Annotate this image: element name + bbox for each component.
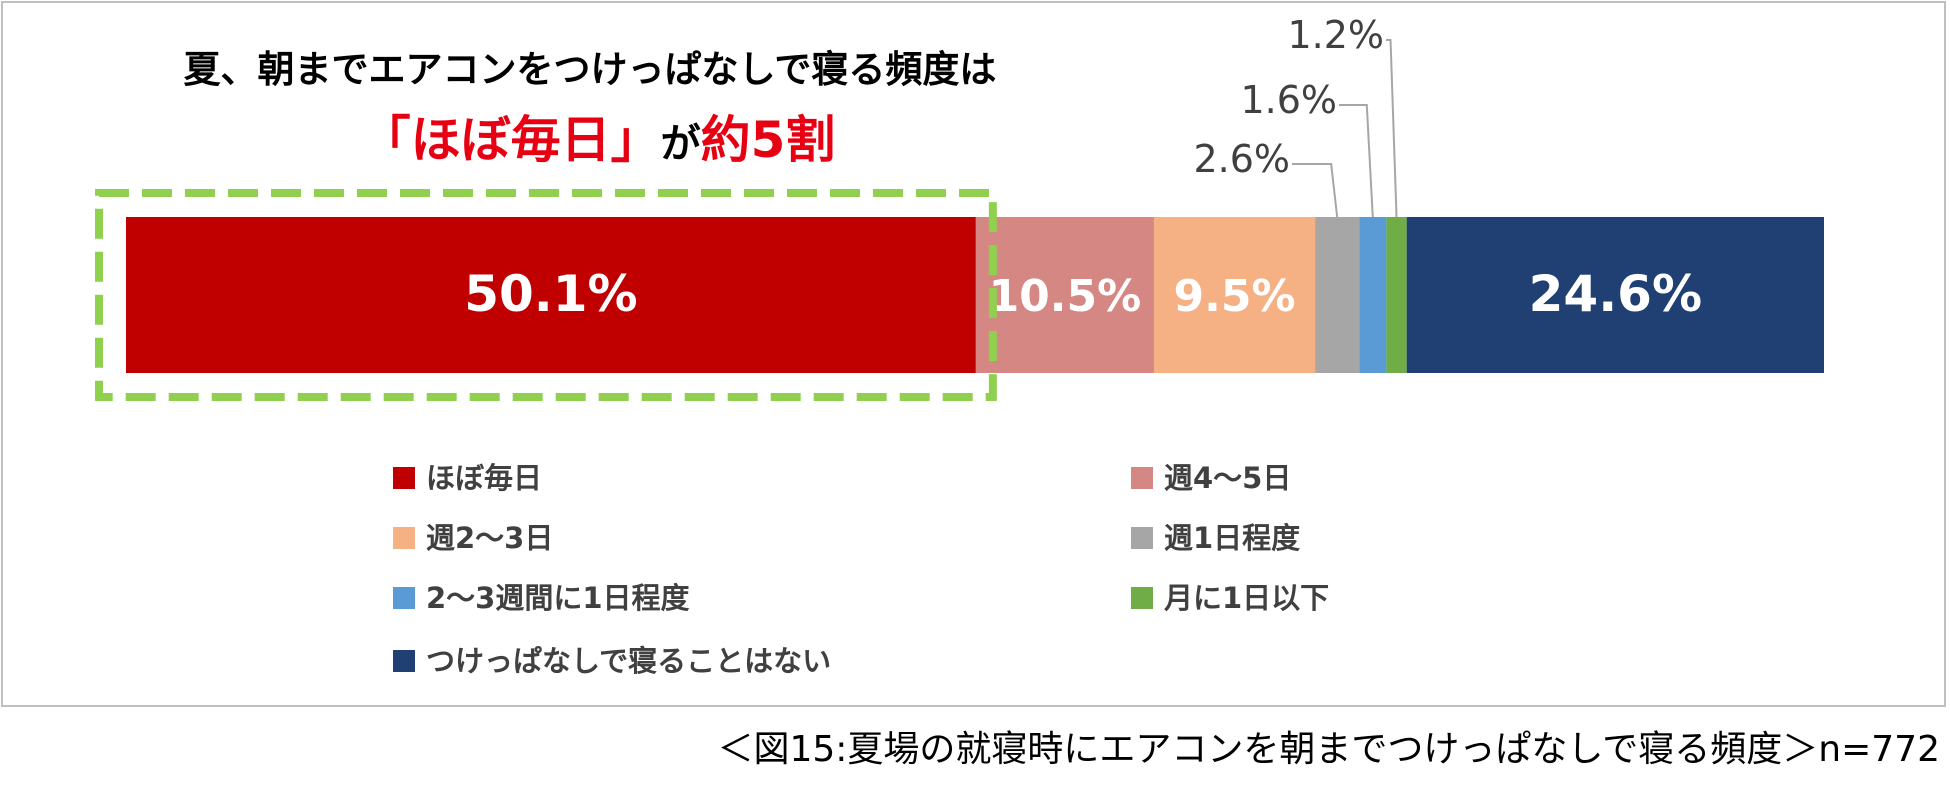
data-label-6: 1.2% — [1287, 13, 1384, 57]
headline-line1: 夏、朝までエアコンをつけっぱなしで寝る頻度は — [184, 48, 997, 91]
bar-segment-4 — [1315, 217, 1360, 373]
legend-swatch-4 — [1131, 527, 1153, 549]
legend-swatch-1 — [393, 467, 415, 489]
data-label-2: 10.5% — [989, 271, 1142, 322]
headline-line2: 「ほぼ毎日」が約5割 — [361, 111, 836, 169]
bar-segment-5 — [1359, 217, 1387, 373]
leader-line-4 — [1292, 163, 1339, 218]
bar-segment-1 — [126, 217, 976, 373]
legend-swatch-2 — [1131, 467, 1153, 489]
bar-segment-2 — [975, 217, 1154, 373]
legend-label-7: つけっぱなしで寝ることはない — [426, 644, 831, 678]
external-labels: 2.6% 1.6% 1.2% — [1193, 13, 1398, 218]
legend-label-4: 週1日程度 — [1164, 521, 1300, 555]
legend-label-1: ほぼ毎日 — [426, 461, 542, 495]
bar-segment-7 — [1406, 217, 1824, 373]
data-label-4: 2.6% — [1193, 137, 1290, 181]
headline-ratio: 約5割 — [701, 111, 836, 169]
headline-highlight: 「ほぼ毎日」 — [361, 111, 661, 169]
leader-line-5 — [1339, 104, 1374, 218]
data-label-5: 1.6% — [1240, 78, 1337, 122]
headline-connector: が — [661, 121, 701, 167]
data-label-7: 24.6% — [1529, 265, 1702, 323]
data-label-3: 9.5% — [1174, 271, 1296, 322]
bar-group: 50.1% 10.5% 9.5% 24.6% — [126, 217, 1824, 373]
legend-swatch-6 — [1131, 587, 1153, 609]
highlight-box — [95, 189, 997, 401]
legend-swatch-3 — [393, 527, 415, 549]
figure-caption: ＜図15:夏場の就寝時にエアコンを朝までつけっぱなしで寝る頻度＞n=772 — [717, 729, 1940, 770]
legend-label-5: 2〜3週間に1日程度 — [426, 581, 690, 615]
legend-label-2: 週4〜5日 — [1164, 461, 1291, 495]
bar-segment-3 — [1153, 217, 1316, 373]
data-label-1: 50.1% — [464, 265, 637, 323]
legend-swatch-5 — [393, 587, 415, 609]
bar-segment-6 — [1386, 217, 1407, 373]
leader-line-6 — [1386, 39, 1398, 218]
legend-label-6: 月に1日以下 — [1163, 581, 1329, 615]
legend-label-3: 週2〜3日 — [426, 521, 553, 555]
legend-swatch-7 — [393, 650, 415, 672]
